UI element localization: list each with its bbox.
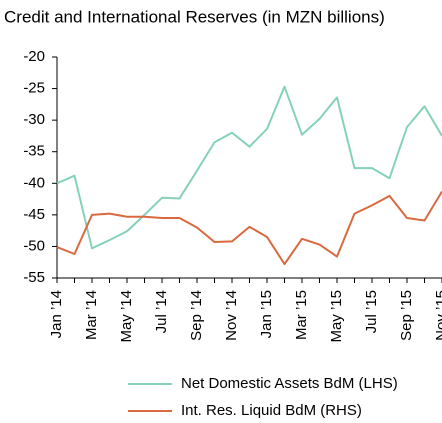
x-tick-label: Jul ’14 <box>153 290 170 333</box>
x-tick-label: Sep ’14 <box>188 290 205 341</box>
y-tick-label: -20 <box>23 48 45 65</box>
x-tick-label: Nov ’15 <box>433 290 442 341</box>
x-tick-label: Jan ’15 <box>258 290 275 338</box>
chart-title: Credit and International Reserves (in MZ… <box>4 7 385 26</box>
x-tick-label: Nov ’14 <box>223 290 240 341</box>
y-tick-label: -40 <box>23 174 45 191</box>
x-tick-label: May ’14 <box>118 290 135 343</box>
x-tick-label: Sep ’15 <box>398 290 415 341</box>
y-tick-label: -55 <box>23 269 45 286</box>
y-tick-label: -30 <box>23 111 45 128</box>
series-line <box>56 190 442 266</box>
x-tick-label: Mar ’14 <box>83 290 100 340</box>
x-tick-label: Jan ’14 <box>48 290 65 338</box>
y-tick-label: -25 <box>23 80 45 97</box>
x-tick-label: Mar ’15 <box>293 290 310 340</box>
y-tick-label: -45 <box>23 206 45 223</box>
y-tick-label: -50 <box>23 237 45 254</box>
x-tick-label: Jul ’15 <box>363 290 380 333</box>
legend-label: Int. Res. Liquid BdM (RHS) <box>181 402 362 419</box>
legend-label: Net Domestic Assets BdM (LHS) <box>181 375 398 392</box>
x-tick-label: May ’15 <box>328 290 345 343</box>
series-line <box>56 85 442 250</box>
y-tick-label: -35 <box>23 143 45 160</box>
